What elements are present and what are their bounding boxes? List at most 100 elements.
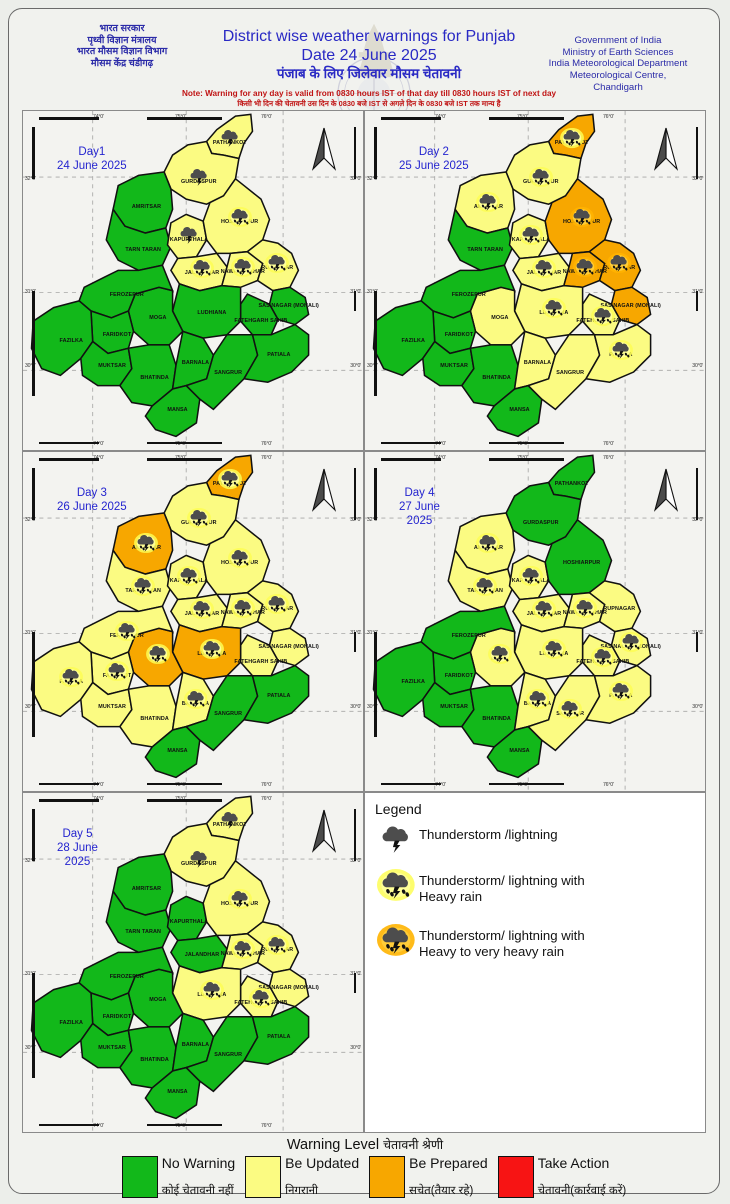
warning-level-label-hi: निगरानी	[285, 1185, 319, 1197]
storm-icon-thunderstorm-heavy	[230, 938, 255, 959]
district-label: AMRITSAR	[131, 885, 162, 892]
storm-icon-thunderstorm-heavy	[199, 980, 224, 1001]
district-label: SAS NAGAR (MOHALI)	[258, 985, 319, 992]
district-tarn-taran[interactable]: TARN TARAN	[447, 207, 514, 272]
frame-tick	[147, 1123, 222, 1126]
district-label: MUKTSAR	[440, 363, 468, 370]
frame-tick	[695, 468, 698, 520]
panel-day-label: Day 4 27 June 2025	[399, 487, 440, 527]
storm-icon-thunderstorm-heavy	[476, 191, 501, 212]
district-patiala[interactable]: PATIALA	[242, 323, 310, 383]
storm-icon-thunderstorm-heavy	[541, 298, 566, 319]
district-label: MUKTSAR	[98, 704, 126, 711]
district-patiala[interactable]: PATIALA	[242, 664, 310, 724]
district-mansa[interactable]: MANSA	[144, 384, 201, 438]
district-tarn-taran[interactable]: TARN TARAN	[105, 889, 172, 954]
district-bhatinda[interactable]: BHATINDA	[118, 1026, 177, 1089]
district-mansa[interactable]: MANSA	[144, 725, 201, 779]
frame-tick	[39, 117, 99, 120]
storm-icon-thunderstorm-heavy	[590, 647, 615, 668]
district-mansa[interactable]: MANSA	[486, 725, 543, 779]
title-date: Date 24 June 2025	[301, 47, 437, 64]
frame-tick	[489, 117, 564, 120]
axis-tick-x-bottom: 75°0'	[175, 1123, 186, 1129]
frame-tick	[489, 441, 564, 444]
district-label: HOSHIARPUR	[563, 559, 601, 566]
axis-tick-y-left: 30°0'	[25, 1045, 36, 1051]
map-panel-day2[interactable]: PATHANKOTGURDASPURAMRITSARTARN TARANKAPU…	[364, 110, 706, 451]
axis-tick-y-right: 32°0'	[350, 517, 361, 523]
district-label: MUKTSAR	[98, 363, 126, 370]
storm-icon-thunderstorm-heavy	[528, 166, 553, 187]
frame-tick	[32, 973, 35, 1078]
district-tarn-taran[interactable]: TARN TARAN	[105, 207, 172, 272]
map-panel-day5[interactable]: PATHANKOTGURDASPURAMRITSARTARN TARANKAPU…	[22, 792, 364, 1133]
district-bhatinda[interactable]: BHATINDA	[118, 344, 177, 407]
frame-tick	[353, 291, 356, 311]
warning-level-labels: No Warning कोई चेतावनी नहीं	[158, 1156, 235, 1198]
axis-tick-y-right: 30°0'	[692, 704, 703, 710]
district-bhatinda[interactable]: BHATINDA	[460, 344, 519, 407]
warning-level-title-hi: चेतावनी श्रेणी	[383, 1138, 444, 1152]
storm-icon-thunderstorm-vheavy	[569, 206, 594, 227]
frame-tick	[374, 127, 377, 179]
storm-icon-thunderstorm-heavy	[608, 680, 633, 701]
district-label: PATIALA	[267, 351, 291, 358]
warning-level-title-en: Warning Level	[286, 1137, 380, 1153]
legend-item-label: Thunderstorm/ lightning with Heavy rain	[419, 873, 585, 904]
axis-tick-x-bottom: 75°0'	[175, 441, 186, 447]
district-label: BARNALA	[181, 360, 210, 367]
org-hindi-line-1: भारत सरकार	[99, 23, 145, 34]
frame-tick	[353, 632, 356, 652]
map-panel-day3[interactable]: PATHANKOTGURDASPURAMRITSARTARN TARANKAPU…	[22, 451, 364, 792]
district-label: JALANDHAR	[184, 952, 220, 959]
district-label: FEROZEPUR	[451, 291, 486, 298]
district-label: AMRITSAR	[131, 203, 162, 210]
district-kapurthala[interactable]: KAPURTHALA	[166, 213, 208, 260]
map-panel-day1[interactable]: PATHANKOTGURDASPURAMRITSARTARN TARANKAPU…	[22, 110, 364, 451]
district-label: TARN TARAN	[467, 246, 503, 253]
axis-tick-x-bottom: 75°0'	[517, 782, 528, 788]
title-block: District wise weather warnings for Punja…	[169, 27, 569, 83]
storm-icon-thunderstorm-heavy	[114, 620, 139, 641]
district-kapurthala[interactable]: KAPURTHALA	[166, 895, 208, 942]
storm-icon-thunderstorm-heavy	[230, 256, 255, 277]
frame-tick	[353, 127, 356, 179]
district-bhatinda[interactable]: BHATINDA	[460, 685, 519, 748]
axis-tick-y-left: 31°0'	[25, 630, 36, 636]
org-english-block: Government of India Ministry of Earth Sc…	[527, 35, 709, 94]
district-bhatinda[interactable]: BHATINDA	[118, 685, 177, 748]
district-label: SAS NAGAR (MOHALI)	[258, 303, 319, 310]
map-row-1: PATHANKOTGURDASPURAMRITSARTARN TARANKAPU…	[22, 110, 706, 451]
storm-icon-thunderstorm-heavy	[183, 688, 208, 710]
storm-icon-thunderstorm	[218, 810, 242, 830]
axis-tick-x-bottom: 75°0'	[517, 441, 528, 447]
axis-tick-x-bottom: 74°0'	[435, 441, 446, 447]
frame-tick	[39, 458, 99, 461]
district-label: MANSA	[509, 406, 530, 413]
axis-tick-x-top: 76°0'	[261, 114, 272, 120]
frame-tick	[147, 458, 222, 461]
storm-icon-thunderstorm-heavy	[190, 258, 214, 279]
frame-tick	[147, 441, 222, 444]
axis-tick-y-left: 30°0'	[367, 704, 378, 710]
frame-tick	[39, 441, 99, 444]
warning-level-label-hi: कोई चेतावनी नहीं	[161, 1185, 234, 1197]
storm-icon-thunderstorm-heavy	[265, 253, 290, 274]
warning-level-labels: Be Updated निगरानी	[281, 1156, 359, 1198]
warning-level-label-en: Take Action	[537, 1155, 610, 1171]
district-mansa[interactable]: MANSA	[144, 1066, 201, 1120]
poster-header: भारत सरकार पृथ्वी विज्ञान मंत्रालय भारत …	[9, 9, 719, 131]
org-en-line-5: Chandigarh	[593, 81, 643, 93]
district-pathankot[interactable]: PATHANKOT	[547, 454, 596, 501]
north-arrow-icon	[311, 127, 337, 171]
storm-icon-thunderstorm-heavy	[105, 660, 129, 681]
district-label: BHATINDA	[140, 375, 169, 382]
frame-tick	[353, 973, 356, 993]
district-mansa[interactable]: MANSA	[486, 384, 543, 438]
district-patiala[interactable]: PATIALA	[242, 1005, 310, 1065]
north-arrow-icon	[311, 468, 337, 512]
axis-tick-y-right: 32°0'	[692, 176, 703, 182]
district-label: SANGRUR	[214, 711, 243, 718]
map-panel-day4[interactable]: PATHANKOTGURDASPURAMRITSARTARN TARANKAPU…	[364, 451, 706, 792]
